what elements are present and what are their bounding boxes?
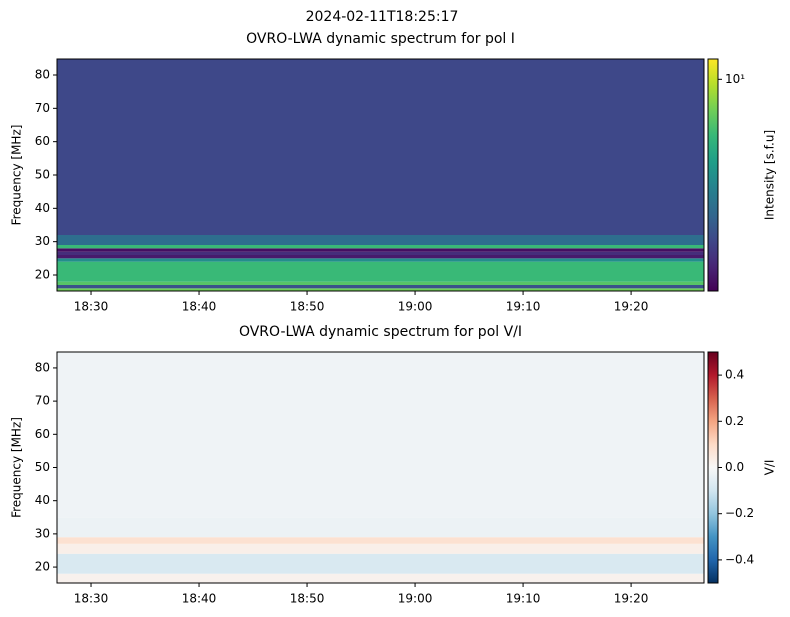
heatmap-band: [57, 248, 704, 252]
x-tick-label: 19:20: [614, 592, 649, 606]
heatmap-band: [57, 288, 704, 291]
colorbar-tick-label: 0.0: [725, 460, 744, 474]
y-tick-label: 80: [35, 360, 50, 374]
colorbar-label: V/I: [763, 460, 777, 476]
heatmap-band: [57, 553, 704, 574]
y-tick-label: 80: [35, 68, 50, 82]
colorbar-tick-label: 0.2: [725, 414, 744, 428]
y-tick-label: 70: [35, 101, 50, 115]
colorbar-label: Intensity [s.f.u]: [763, 130, 777, 220]
x-tick-label: 18:40: [182, 300, 217, 314]
colorbar-tick-label: −0.2: [725, 506, 754, 520]
y-tick-label: 60: [35, 134, 50, 148]
y-tick-label: 30: [35, 526, 50, 540]
x-tick-label: 18:30: [74, 592, 109, 606]
heatmap-band: [57, 251, 704, 255]
x-tick-label: 19:10: [506, 592, 541, 606]
y-tick-label: 50: [35, 168, 50, 182]
y-tick-label: 30: [35, 234, 50, 248]
y-tick-label: 20: [35, 560, 50, 574]
heatmap-band: [57, 261, 704, 282]
colorbar-tick-label: 0.4: [725, 368, 744, 382]
x-tick-label: 19:10: [506, 300, 541, 314]
heatmap-band: [57, 537, 704, 544]
y-tick-label: 60: [35, 427, 50, 441]
colorbar: [707, 58, 719, 292]
y-tick-label: 40: [35, 493, 50, 507]
heatmap-band: [57, 235, 704, 245]
x-tick-label: 18:30: [74, 300, 109, 314]
heatmap-band: [57, 245, 704, 249]
heatmap-band: [57, 59, 704, 235]
colorbar-tick-label: 10¹: [725, 72, 745, 86]
heatmap-band: [57, 255, 704, 259]
x-tick-label: 18:50: [290, 592, 325, 606]
x-tick-label: 19:20: [614, 300, 649, 314]
heatmap-band: [57, 285, 704, 289]
y-tick-label: 50: [35, 460, 50, 474]
heatmap-band: [57, 352, 704, 518]
y-axis-label: Frequency [MHz]: [10, 417, 24, 518]
x-tick-label: 19:00: [398, 300, 433, 314]
y-axis-label: Frequency [MHz]: [10, 125, 24, 226]
y-tick-label: 20: [35, 268, 50, 282]
heatmap-band: [57, 543, 704, 554]
colorbar: [707, 351, 719, 584]
x-tick-label: 18:40: [182, 592, 217, 606]
heatmap-band: [57, 258, 704, 262]
heatmap-band: [57, 573, 704, 583]
colorbar-tick-label: −0.4: [725, 552, 754, 566]
heatmap-band: [57, 517, 704, 538]
figure-title: 2024-02-11T18:25:17: [306, 9, 459, 25]
x-tick-label: 18:50: [290, 300, 325, 314]
y-tick-label: 40: [35, 201, 50, 215]
heatmap-band: [57, 281, 704, 285]
y-tick-label: 70: [35, 394, 50, 408]
chart-title: OVRO-LWA dynamic spectrum for pol V/I: [239, 324, 522, 340]
x-tick-label: 19:00: [398, 592, 433, 606]
chart-title: OVRO-LWA dynamic spectrum for pol I: [246, 31, 515, 47]
